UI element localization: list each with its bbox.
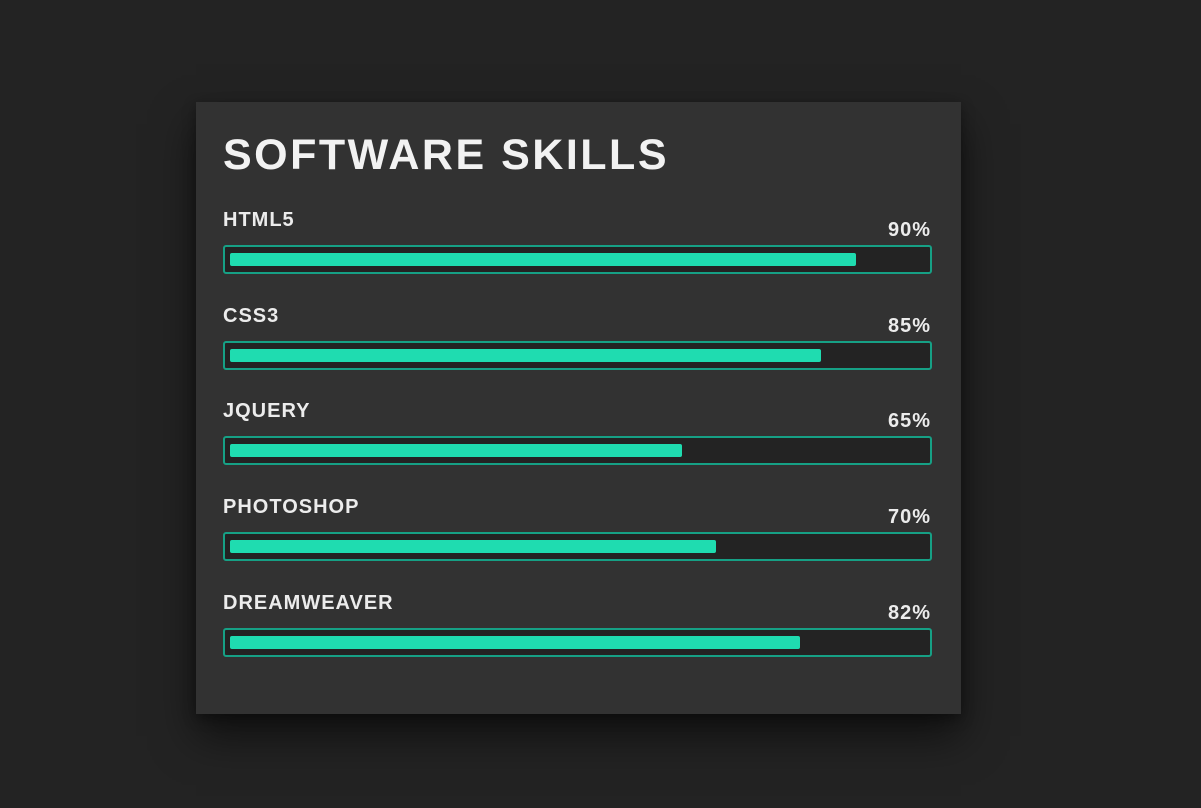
progress-bar-fill	[230, 444, 682, 457]
skill-name: DREAMWEAVER	[223, 592, 394, 614]
skill-item-jquery: JQUERY 65%	[223, 399, 932, 479]
progress-bar-track	[223, 532, 932, 561]
card-title: SOFTWARE SKILLS	[223, 131, 669, 179]
skill-name: CSS3	[223, 305, 280, 327]
skill-percent: 85%	[887, 315, 931, 337]
skills-card: SOFTWARE SKILLS HTML5 90% CSS3 85% JQUER…	[196, 102, 961, 714]
skill-percent: 90%	[887, 219, 931, 241]
skill-name: PHOTOSHOP	[223, 496, 360, 518]
progress-bar-fill	[230, 540, 716, 553]
progress-bar-fill	[230, 253, 856, 266]
skill-name: JQUERY	[223, 400, 311, 422]
progress-bar-fill	[230, 349, 821, 362]
progress-bar-track	[223, 341, 932, 370]
progress-bar-track	[223, 628, 932, 657]
progress-bar-track	[223, 436, 932, 465]
progress-bar-track	[223, 245, 932, 274]
skill-percent: 65%	[887, 410, 931, 432]
skill-item-html5: HTML5 90%	[223, 208, 932, 288]
skill-name: HTML5	[223, 209, 295, 231]
skill-item-dreamweaver: DREAMWEAVER 82%	[223, 591, 932, 671]
skill-item-photoshop: PHOTOSHOP 70%	[223, 495, 932, 575]
skill-percent: 70%	[887, 506, 931, 528]
progress-bar-fill	[230, 636, 800, 649]
skill-item-css3: CSS3 85%	[223, 304, 932, 384]
skill-percent: 82%	[887, 602, 931, 624]
